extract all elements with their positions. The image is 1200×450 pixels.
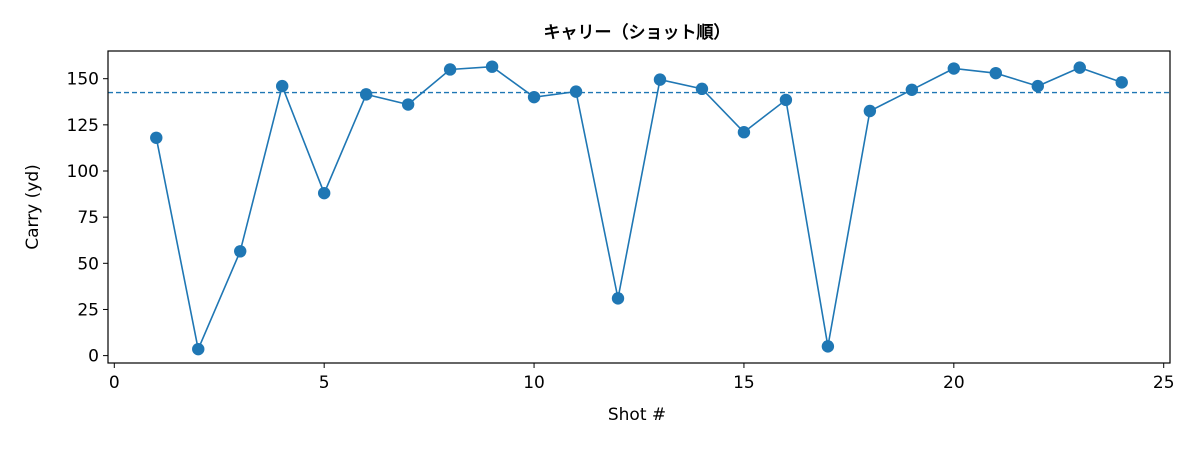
data-point xyxy=(947,62,961,75)
data-point xyxy=(989,66,1002,80)
plot-area: 0 5 10 15 20 25 0 25 50 75 100 125 150 xyxy=(67,50,1175,393)
data-point xyxy=(779,93,793,107)
data-point xyxy=(1031,79,1044,93)
data-point xyxy=(234,245,247,258)
y-axis-label: Carry (yd) xyxy=(23,164,43,250)
data-point xyxy=(276,79,289,93)
data-point xyxy=(863,104,877,118)
y-tick-label: 75 xyxy=(77,208,99,228)
y-tick-label: 50 xyxy=(77,254,99,274)
data-point xyxy=(905,83,919,96)
y-tick-label: 100 xyxy=(67,162,99,182)
data-point xyxy=(359,88,373,101)
x-tick-label: 20 xyxy=(943,373,965,393)
y-tick-label: 150 xyxy=(67,70,99,90)
y-tick-label: 0 xyxy=(88,347,99,367)
x-tick-label: 5 xyxy=(319,373,330,393)
data-point xyxy=(737,126,751,139)
data-point xyxy=(695,82,709,96)
data-point xyxy=(569,85,583,98)
x-tick-label: 25 xyxy=(1153,373,1175,393)
series-line xyxy=(155,65,1122,352)
data-point xyxy=(527,90,541,104)
data-point xyxy=(443,63,457,76)
data-point xyxy=(1073,61,1086,74)
y-tick-label: 125 xyxy=(67,116,99,136)
y-tick-label: 25 xyxy=(77,300,99,320)
x-axis-label: Shot # xyxy=(608,405,666,425)
x-tick-label: 15 xyxy=(733,373,755,393)
chart-title: キャリー（ショット順） xyxy=(544,22,731,43)
data-point xyxy=(611,292,625,305)
x-tick-label: 10 xyxy=(523,373,545,393)
data-point xyxy=(401,98,415,111)
data-point xyxy=(485,60,499,73)
data-point xyxy=(1115,76,1128,89)
data-point xyxy=(653,73,667,86)
x-tick-label: 0 xyxy=(109,373,120,393)
plot-frame xyxy=(107,50,1171,364)
data-point xyxy=(192,342,205,356)
data-point xyxy=(821,340,835,353)
data-point xyxy=(317,186,331,200)
data-point xyxy=(150,131,163,144)
